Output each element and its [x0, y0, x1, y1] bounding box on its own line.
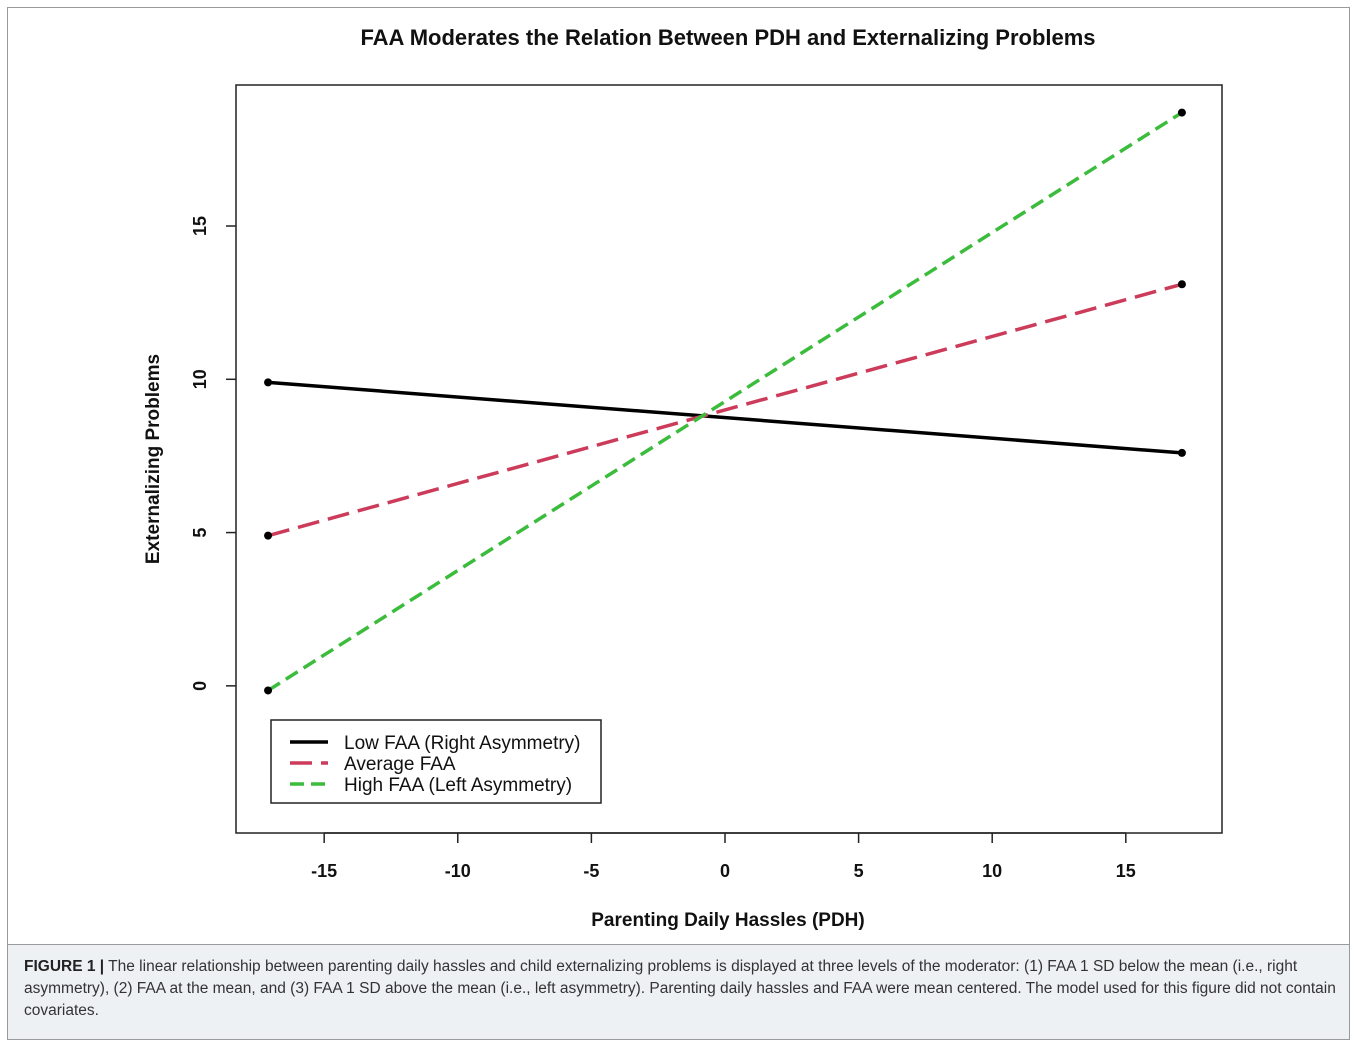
y-axis: 0 5 10 15 — [190, 216, 236, 691]
chart-title: FAA Moderates the Relation Between PDH a… — [360, 25, 1095, 50]
x-tick-label: 10 — [982, 861, 1002, 881]
y-tick-label: 5 — [190, 528, 210, 538]
series-line-3 — [267, 111, 1183, 692]
x-tick-label: -10 — [445, 861, 471, 881]
data-point — [1177, 280, 1186, 289]
data-point — [264, 531, 273, 540]
legend-label: High FAA (Left Asymmetry) — [344, 775, 572, 796]
x-tick-label: 5 — [854, 861, 864, 881]
x-axis-label: Parenting Daily Hassles (PDH) — [591, 910, 864, 931]
x-tick-label: 0 — [720, 861, 730, 881]
caption-divider — [7, 944, 1350, 945]
caption-background — [8, 945, 1349, 1039]
legend-label: Average FAA — [344, 754, 456, 775]
y-tick-label: 15 — [190, 216, 210, 236]
legend-label: Low FAA (Right Asymmetry) — [344, 733, 581, 754]
caption-text: The linear relationship between parentin… — [24, 958, 1336, 1019]
series-line-2 — [267, 282, 1183, 538]
x-tick-label: -15 — [311, 861, 337, 881]
figure-caption: FIGURE 1 | The linear relationship betwe… — [24, 956, 1336, 1022]
data-point — [1177, 108, 1186, 117]
x-tick-label: 15 — [1116, 861, 1136, 881]
data-point — [264, 686, 273, 695]
data-point — [1177, 448, 1186, 457]
data-point — [264, 378, 273, 387]
series-line-1 — [267, 380, 1183, 455]
legend: Low FAA (Right Asymmetry)Average FAAHigh… — [270, 719, 602, 804]
figure-frame — [7, 7, 1350, 1040]
x-axis: -15 -10 -5 0 5 10 15 — [311, 832, 1136, 881]
y-axis-label: Externalizing Problems — [143, 354, 164, 564]
series-layer — [264, 108, 1186, 695]
y-tick-label: 0 — [190, 681, 210, 691]
x-tick-label: -5 — [583, 861, 599, 881]
y-tick-label: 10 — [190, 369, 210, 389]
caption-label: FIGURE 1 | — [24, 958, 105, 975]
